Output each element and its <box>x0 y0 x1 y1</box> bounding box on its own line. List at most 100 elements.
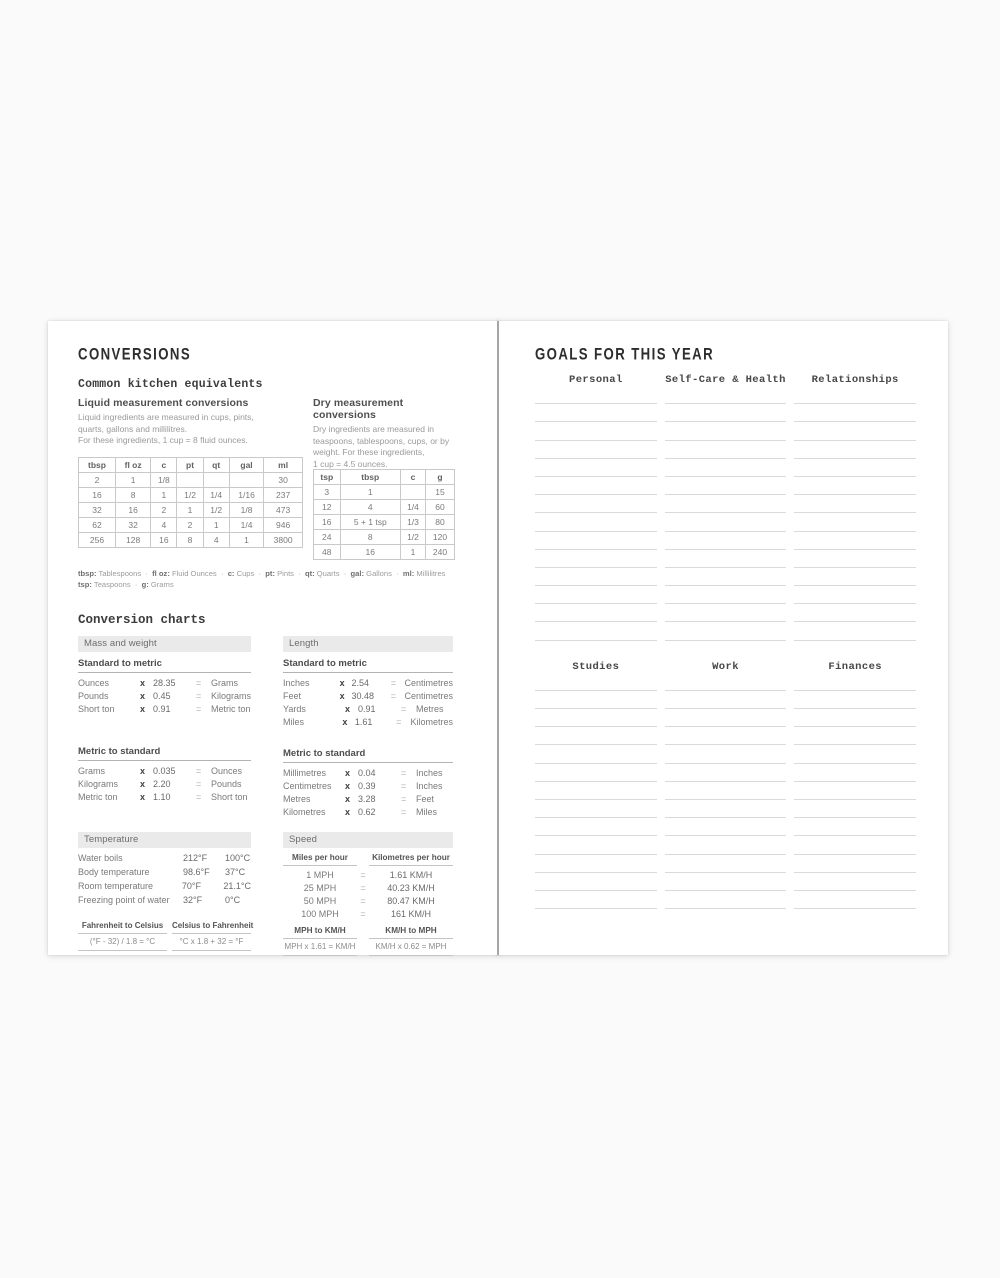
table-cell: 24 <box>313 529 341 545</box>
goal-line <box>664 727 787 746</box>
conversion-unit-to: Centimetres <box>404 678 453 689</box>
table-cell: 4 <box>202 532 230 548</box>
table-row: 48 16 1 240 <box>313 544 456 560</box>
table-row: 16 8 1 1/2 1/4 1/16 237 <box>78 487 303 503</box>
goal-line <box>794 764 917 782</box>
f-to-c-label: Fahrenheit to Celsius <box>78 921 167 934</box>
table-header-cell: pt <box>176 457 204 473</box>
conversion-unit-from: Feet <box>283 691 302 702</box>
conversion-row: Yards x 0.91 = Metres <box>283 703 453 716</box>
speed-formula-gap-2 <box>357 939 369 956</box>
temperature-row: Room temperature 70°F 21.1°C <box>78 879 251 892</box>
goal-line <box>794 386 917 405</box>
conversion-factor: 0.04 <box>358 768 376 779</box>
conversion-unit-to: Metres <box>416 704 444 715</box>
mph-value: 100 MPH <box>301 909 339 920</box>
table-row: 62 32 4 2 1 1/4 946 <box>78 517 303 533</box>
table-cell: 8 <box>176 532 204 548</box>
goals-page: GOALS FOR THIS YEAR Personal Self-Care & … <box>499 321 948 955</box>
goal-line <box>794 441 917 459</box>
table-header-cell: qt <box>202 457 230 473</box>
temperature-row: Body temperature 98.6°F 37°C <box>78 866 251 879</box>
goal-column <box>535 673 657 910</box>
length-metric-to-std-label: Metric to standard <box>283 742 453 763</box>
conversion-unit-from: Metric ton <box>78 792 118 803</box>
multiply-symbol: x <box>345 807 351 818</box>
table-cell <box>228 472 265 488</box>
multiply-symbol: x <box>140 691 146 702</box>
conversion-row: Inches x 2.54 = Centimetres <box>283 677 453 690</box>
conversion-unit-from: Miles <box>283 717 305 728</box>
goal-line <box>664 891 787 910</box>
conversion-row: Short ton x 0.91 = Metric ton <box>78 703 251 716</box>
table-cell: 128 <box>114 532 152 548</box>
table-cell: 237 <box>263 487 303 503</box>
goal-line <box>794 873 917 891</box>
liquid-note: Liquid ingredients are measured in cups,… <box>78 412 254 446</box>
speed-block: Speed Miles per hour Kilometres per hour… <box>283 831 453 956</box>
goal-line <box>664 782 787 800</box>
table-body: 3 1 15 12 4 1/4 60 16 5 + 1 tsp 1/3 80 24 8 1/2 120 48 1… <box>313 484 456 560</box>
kmh-to-mph-formula: KM/H x 0.62 = MPH <box>369 939 453 956</box>
f-to-c-formula: (°F - 32) / 1.8 = °C <box>78 934 167 951</box>
goal-section-columns <box>535 386 917 641</box>
legend-abbreviation: fl oz: <box>152 569 170 578</box>
temperature-label: Room temperature <box>78 880 154 891</box>
goal-column <box>535 386 657 641</box>
conversion-row: Kilograms x 2.20 = Pounds <box>78 778 251 791</box>
goal-line <box>794 550 917 568</box>
table-cell: 3800 <box>263 532 303 548</box>
table-cell <box>176 472 204 488</box>
goal-section-headers: Studies Work Finances <box>535 661 916 673</box>
table-cell: 4 <box>339 499 401 515</box>
goal-line <box>794 422 917 441</box>
conversion-unit-to: Kilograms <box>211 691 252 702</box>
goal-line <box>664 709 787 728</box>
table-cell: 1 <box>114 472 152 488</box>
mass-weight-bar: Mass and weight <box>78 635 251 652</box>
legend-abbreviation: ml: <box>402 569 415 578</box>
mass-std-to-metric-rows: Ounces x 28.35 = Grams Pounds x 0.45 = Kilograms S… <box>78 677 251 716</box>
goal-line <box>664 818 787 837</box>
dry-note: Dry ingredients are measured in teaspoon… <box>313 424 450 470</box>
multiply-symbol: x <box>140 678 146 689</box>
conversion-factor: 30.48 <box>351 691 375 702</box>
table-cell: 48 <box>313 544 341 560</box>
conversion-factor: 2.20 <box>153 779 171 790</box>
table-cell: 1/16 <box>228 487 265 503</box>
goal-line <box>535 709 657 728</box>
equals-symbol: = <box>401 807 407 818</box>
multiply-symbol: x <box>345 704 351 715</box>
table-header-cell: tbsp <box>78 457 116 473</box>
goal-line <box>794 836 917 855</box>
table-cell: 1 <box>339 484 401 500</box>
table-row: 16 5 + 1 tsp 1/3 80 <box>313 514 456 530</box>
length-std-to-metric-rows: Inches x 2.54 = Centimetres Feet x 30.48 = Centim… <box>283 677 453 729</box>
conversion-factor: 3.28 <box>358 794 376 805</box>
equals-symbol: = <box>196 792 202 803</box>
speed-row: 100 MPH = 161 KM/H <box>283 908 453 921</box>
conversion-unit-from: Millimetres <box>283 768 327 779</box>
table-cell: 473 <box>263 502 303 518</box>
goal-line <box>535 404 657 423</box>
goal-line <box>535 727 657 746</box>
temperature-rows: Water boils 212°F 100°C Body temperature 98.… <box>78 852 251 906</box>
goal-line <box>535 782 657 800</box>
legend-abbreviation: tbsp: <box>78 569 97 578</box>
goal-line <box>794 782 917 800</box>
goal-line <box>664 800 787 819</box>
table-cell: 1 <box>150 487 178 503</box>
celsius-value: 0°C <box>225 894 241 905</box>
goal-line <box>535 459 657 477</box>
table-cell <box>399 484 426 500</box>
multiply-symbol: x <box>342 717 348 728</box>
table-cell: 62 <box>78 517 116 533</box>
equals-symbol: = <box>196 779 202 790</box>
conversion-row: Miles x 1.61 = Kilometres <box>283 716 453 729</box>
goal-line <box>794 709 917 728</box>
multiply-symbol: x <box>140 766 146 777</box>
goal-line <box>535 386 657 405</box>
table-header: tbsp fl oz c pt qt gal ml <box>78 457 303 473</box>
equals-symbol: = <box>360 909 366 920</box>
table-cell: 1/8 <box>228 502 265 518</box>
